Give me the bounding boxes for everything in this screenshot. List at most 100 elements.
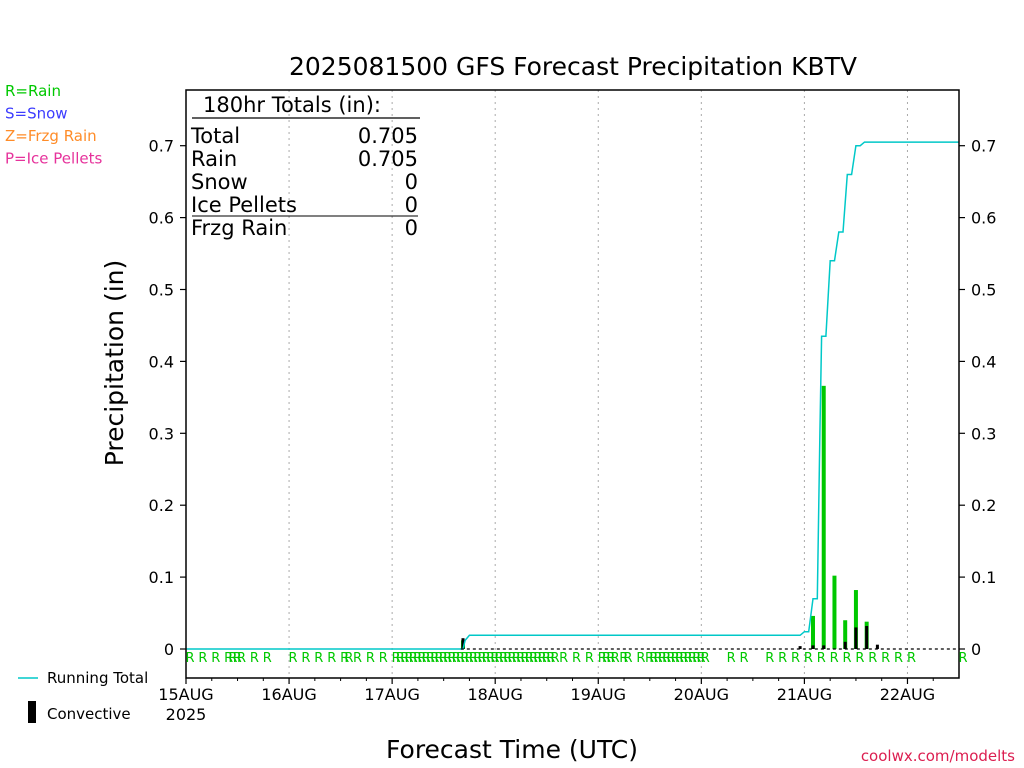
totals-row-label: Rain xyxy=(191,147,237,171)
ptype-mark: R xyxy=(894,651,903,666)
ptype-mark: R xyxy=(619,651,628,666)
totals-row-value: 0 xyxy=(405,170,418,194)
y-tick-label: 0.3 xyxy=(149,424,174,443)
ptype-mark: R xyxy=(237,651,246,666)
convective-bar xyxy=(461,638,465,649)
y-tick-label: 0.1 xyxy=(149,568,174,587)
ptype-mark: R xyxy=(958,651,967,666)
ptype-mark: R xyxy=(512,651,521,666)
ptype-mark: R xyxy=(495,651,504,666)
ptype-mark: R xyxy=(314,651,323,666)
ptype-mark: R xyxy=(636,651,645,666)
ptype-mark: R xyxy=(606,651,615,666)
ptype-mark: R xyxy=(559,651,568,666)
y-tick-label: 0.7 xyxy=(149,137,174,156)
x-tick-label: 18AUG xyxy=(467,685,522,704)
ptype-mark: R xyxy=(404,651,413,666)
y-tick-label-right: 0.4 xyxy=(971,352,996,371)
totals-row-label: Snow xyxy=(191,170,248,194)
ptype-mark: R xyxy=(538,651,547,666)
ptype-mark: R xyxy=(697,651,706,666)
ptype-mark: R xyxy=(551,651,560,666)
ptype-mark: R xyxy=(520,651,529,666)
totals-header: 180hr Totals (in): xyxy=(203,93,381,117)
rain-bar xyxy=(810,615,815,649)
totals-row-value: 0.705 xyxy=(358,124,418,148)
legend-entry: Z=Frzg Rain xyxy=(5,127,97,145)
ptype-mark: R xyxy=(344,651,353,666)
ptype-mark: R xyxy=(679,651,688,666)
y-tick-label-right: 0.6 xyxy=(971,209,996,228)
legend-entry: Running Total xyxy=(47,669,148,687)
ptype-mark: R xyxy=(542,651,551,666)
y-tick-label: 0.2 xyxy=(149,496,174,515)
ptype-mark: R xyxy=(804,651,813,666)
ptype-mark: R xyxy=(602,651,611,666)
ptype-mark: R xyxy=(426,651,435,666)
totals-row-value: 0 xyxy=(405,193,418,217)
y-tick-label-right: 0 xyxy=(971,640,981,659)
ptype-mark: R xyxy=(465,651,474,666)
y-tick-label: 0 xyxy=(164,640,174,659)
rain-bar xyxy=(821,385,826,649)
ptype-mark: R xyxy=(430,651,439,666)
ptype-mark: R xyxy=(452,651,461,666)
rain-bar xyxy=(843,620,848,649)
ptype-mark: R xyxy=(765,651,774,666)
x-tick-label: 19AUG xyxy=(571,685,626,704)
x-tick-label: 21AUG xyxy=(777,685,832,704)
ptype-mark: R xyxy=(611,651,620,666)
ptype-mark: R xyxy=(727,651,736,666)
ptype-mark: R xyxy=(525,651,534,666)
ptype-mark: R xyxy=(585,651,594,666)
ptype-mark: R xyxy=(477,651,486,666)
ptype-mark: R xyxy=(289,651,298,666)
y-axis: 0 00.1 0.10.2 0.20.3 0.30.4 0.40.5 0.50.6 0.60.… xyxy=(149,137,997,659)
precip-bars xyxy=(460,385,869,649)
x-tick-sublabel: 2025 xyxy=(166,705,207,724)
ptype-mark: R xyxy=(778,651,787,666)
x-tick-label: 22AUG xyxy=(880,685,935,704)
y-tick-label: 0.4 xyxy=(149,352,174,371)
ptype-mark: R xyxy=(233,651,242,666)
ptype-mark: R xyxy=(198,651,207,666)
ptype-mark: R xyxy=(185,651,194,666)
ptype-mark: R xyxy=(301,651,310,666)
ptype-mark: R xyxy=(546,651,555,666)
legend-entry: R=Rain xyxy=(5,82,61,100)
convective-bar xyxy=(811,645,815,649)
ptype-mark: R xyxy=(439,651,448,666)
ptype-mark: R xyxy=(409,651,418,666)
ptype-mark: R xyxy=(353,651,362,666)
ptype-mark: R xyxy=(868,651,877,666)
legend-entry: P=Ice Pellets xyxy=(5,150,102,168)
ptype-mark: R xyxy=(503,651,512,666)
ptype-mark: R xyxy=(263,651,272,666)
y-tick-label-right: 0.7 xyxy=(971,137,996,156)
ptype-mark: R xyxy=(684,651,693,666)
x-tick-label: 15AUG xyxy=(158,685,213,704)
y-axis-label: Precipitation (in) xyxy=(100,260,129,467)
ptype-mark: R xyxy=(413,651,422,666)
ptype-mark: R xyxy=(443,651,452,666)
totals-row-label: Total xyxy=(190,124,240,148)
convective-bar xyxy=(865,625,869,649)
ptype-mark: R xyxy=(447,651,456,666)
legend-bar-swatch xyxy=(28,701,36,723)
convective-bar xyxy=(843,641,847,649)
ptype-mark: R xyxy=(366,651,375,666)
y-tick-label-right: 0.5 xyxy=(971,281,996,300)
ptype-mark: R xyxy=(469,651,478,666)
ptype-mark: R xyxy=(658,651,667,666)
ptype-mark: R xyxy=(456,651,465,666)
credit-text: coolwx.com/modelts xyxy=(861,747,1015,765)
ptype-mark: R xyxy=(598,651,607,666)
ptype-mark: R xyxy=(422,651,431,666)
series-legend: Running Total Convective xyxy=(18,669,148,723)
ptype-mark: R xyxy=(654,651,663,666)
totals-row-value: 0.705 xyxy=(358,147,418,171)
convective-bar xyxy=(798,646,802,649)
x-tick-label: 17AUG xyxy=(364,685,419,704)
